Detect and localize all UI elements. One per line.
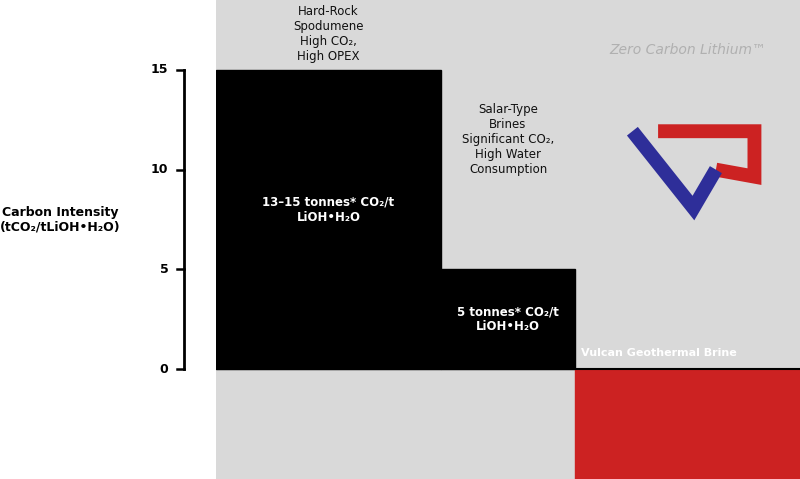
Text: 5: 5: [160, 263, 169, 276]
Bar: [441, 0, 575, 479]
Text: 15: 15: [151, 63, 169, 76]
Text: Salar-Type
Brines
Significant CO₂,
High Water
Consumption: Salar-Type Brines Significant CO₂, High …: [462, 103, 554, 176]
Text: Carbon Intensity
(tCO₂/tLiOH•H₂O): Carbon Intensity (tCO₂/tLiOH•H₂O): [0, 205, 121, 234]
Text: 0: 0: [160, 363, 169, 376]
Text: 10: 10: [151, 163, 169, 176]
Text: Hard-Rock
Spodumene
High CO₂,
High OPEX: Hard-Rock Spodumene High CO₂, High OPEX: [293, 5, 364, 63]
Bar: [216, 70, 441, 369]
Text: 5 tonnes* CO₂/t
LiOH•H₂O: 5 tonnes* CO₂/t LiOH•H₂O: [457, 305, 559, 333]
Bar: [575, 369, 800, 479]
Text: Zero Carbon Lithium™: Zero Carbon Lithium™: [609, 43, 766, 57]
Text: Vulcan Geothermal Brine: Vulcan Geothermal Brine: [581, 348, 737, 358]
Bar: [216, 0, 441, 479]
Text: 13–15 tonnes* CO₂/t
LiOH•H₂O: 13–15 tonnes* CO₂/t LiOH•H₂O: [262, 195, 394, 224]
Bar: [575, 0, 800, 479]
Bar: [441, 269, 575, 369]
